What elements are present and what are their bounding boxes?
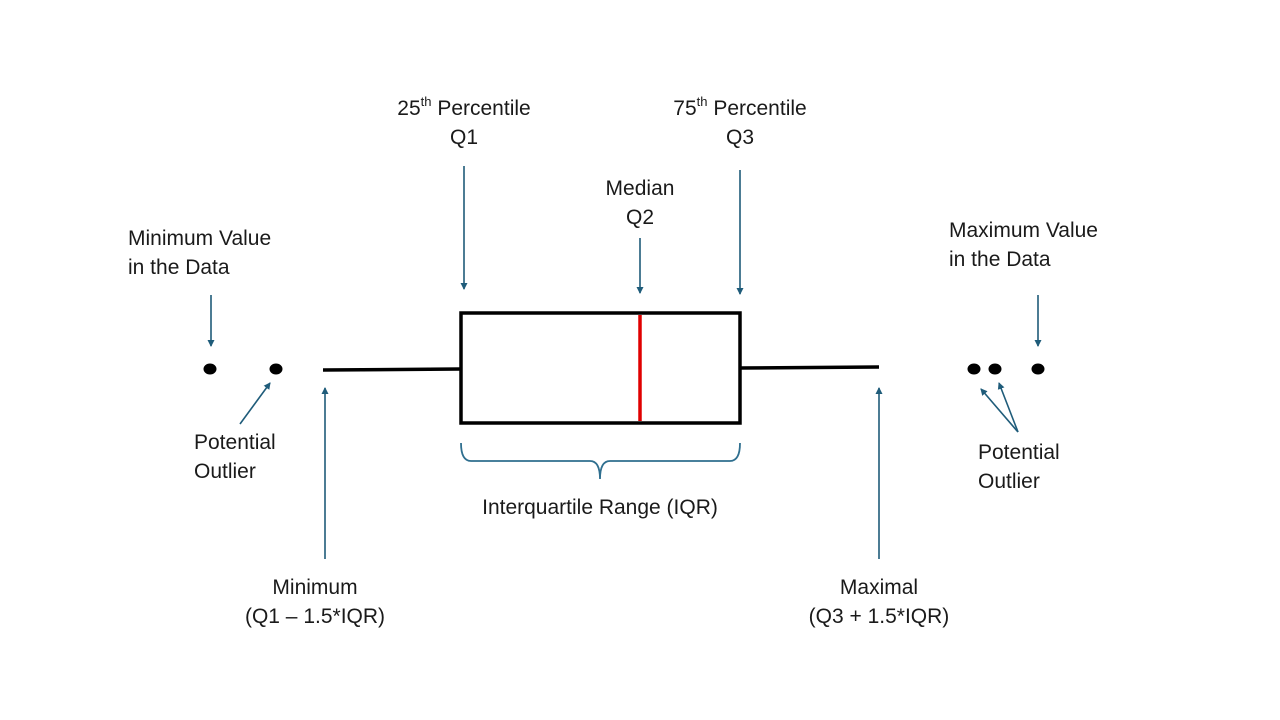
outlier-right-label: Potential Outlier [978,438,1060,496]
max-value-point [1031,363,1045,375]
min-value-label: Minimum Value in the Data [128,224,271,282]
q1-ordinal-suffix: th [420,94,432,109]
q1-percentile-number: 25 [397,97,421,120]
maximal-label-line1: Maximal [839,576,919,599]
outlier-left-label-line2: Outlier [194,460,256,483]
iqr-brace [460,442,741,480]
q1-name: Q1 [449,126,478,149]
q1-percentile-word: Percentile [437,97,531,120]
min-value-label-line1: Minimum Value [128,227,272,250]
right-outlier-point-1 [967,363,981,375]
right-outlier-point-2 [988,363,1002,375]
minimum-label-line2: (Q1 – 1.5*IQR) [244,605,386,628]
q3-percentile-number: 75 [673,97,697,120]
maximal-label-line2: (Q3 + 1.5*IQR) [808,605,950,628]
outlier-right-label-line1: Potential [978,441,1060,464]
outlier-right-label-line2: Outlier [978,470,1040,493]
q3-name: Q3 [725,126,754,149]
median-label: Median Q2 [580,174,700,232]
right-outlier-arrow-1 [980,388,1019,433]
left-outlier-point [269,363,283,375]
outlier-left-label: Potential Outlier [194,428,276,486]
left-outlier-arrow [239,382,271,425]
median-label-line1: Median [605,177,675,200]
min-value-label-line2: in the Data [128,256,230,279]
min-value-point [203,363,217,375]
minimum-label-line1: Minimum [272,576,358,599]
max-value-label-line2: in the Data [949,248,1051,271]
max-value-label-line1: Maximum Value [949,219,1098,242]
q3-percentile-word: Percentile [713,97,807,120]
median-label-line2: Q2 [625,206,654,229]
q3-ordinal-suffix: th [696,94,708,109]
right-whisker [739,365,880,370]
q3-label: 75th Percentile Q3 [660,94,820,152]
iqr-label: Interquartile Range (IQR) [440,493,760,522]
max-value-label: Maximum Value in the Data [949,216,1098,274]
left-whisker [322,367,462,372]
q1-label: 25th Percentile Q1 [384,94,544,152]
right-outlier-arrow-2 [997,382,1019,433]
minimum-label: Minimum (Q1 – 1.5*IQR) [215,573,415,631]
iqr-box [459,311,742,425]
outlier-left-label-line1: Potential [194,431,276,454]
maximal-label: Maximal (Q3 + 1.5*IQR) [779,573,979,631]
iqr-label-text: Interquartile Range (IQR) [482,496,718,519]
